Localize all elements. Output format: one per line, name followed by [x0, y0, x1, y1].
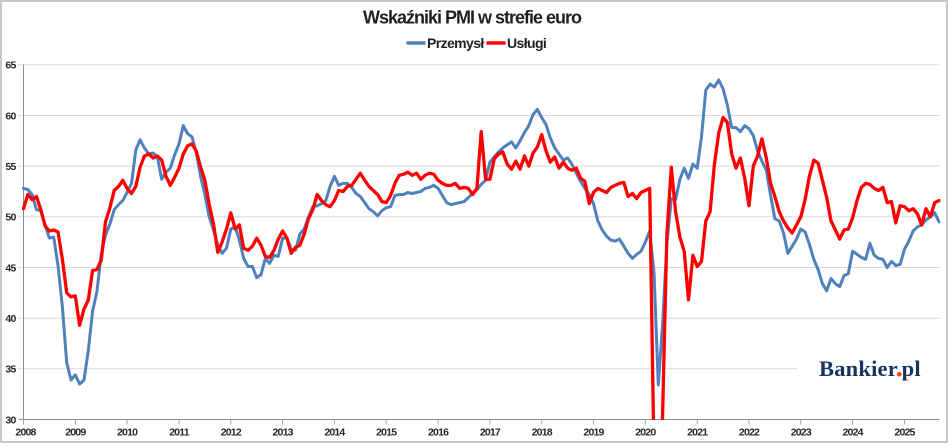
svg-text:60: 60	[5, 110, 16, 122]
svg-text:2017: 2017	[480, 427, 501, 439]
svg-text:Usługi: Usługi	[507, 35, 546, 51]
svg-text:2013: 2013	[273, 427, 294, 439]
svg-text:2018: 2018	[532, 427, 553, 439]
svg-text:2021: 2021	[687, 427, 708, 439]
svg-text:2011: 2011	[169, 427, 190, 439]
svg-text:40: 40	[5, 313, 16, 325]
svg-text:2014: 2014	[324, 427, 345, 439]
svg-text:45: 45	[5, 262, 16, 274]
svg-text:Wskaźniki PMI w strefie euro: Wskaźniki PMI w strefie euro	[363, 8, 582, 28]
svg-text:2008: 2008	[15, 427, 36, 439]
svg-text:30: 30	[5, 414, 16, 426]
svg-text:Przemysł: Przemysł	[427, 35, 484, 51]
svg-text:55: 55	[5, 161, 16, 173]
svg-text:2009: 2009	[65, 427, 86, 439]
svg-text:2025: 2025	[894, 427, 915, 439]
svg-text:2010: 2010	[117, 427, 138, 439]
svg-text:Bankier.pl: Bankier.pl	[819, 356, 921, 381]
svg-text:2022: 2022	[739, 427, 760, 439]
svg-text:2016: 2016	[428, 427, 449, 439]
svg-text:2024: 2024	[843, 427, 864, 439]
svg-text:2020: 2020	[635, 427, 656, 439]
svg-text:65: 65	[5, 60, 16, 72]
svg-text:50: 50	[5, 212, 16, 224]
svg-text:2015: 2015	[376, 427, 397, 439]
svg-text:2012: 2012	[221, 427, 242, 439]
svg-text:35: 35	[5, 364, 16, 376]
svg-text:2023: 2023	[791, 427, 812, 439]
svg-text:2019: 2019	[583, 427, 604, 439]
